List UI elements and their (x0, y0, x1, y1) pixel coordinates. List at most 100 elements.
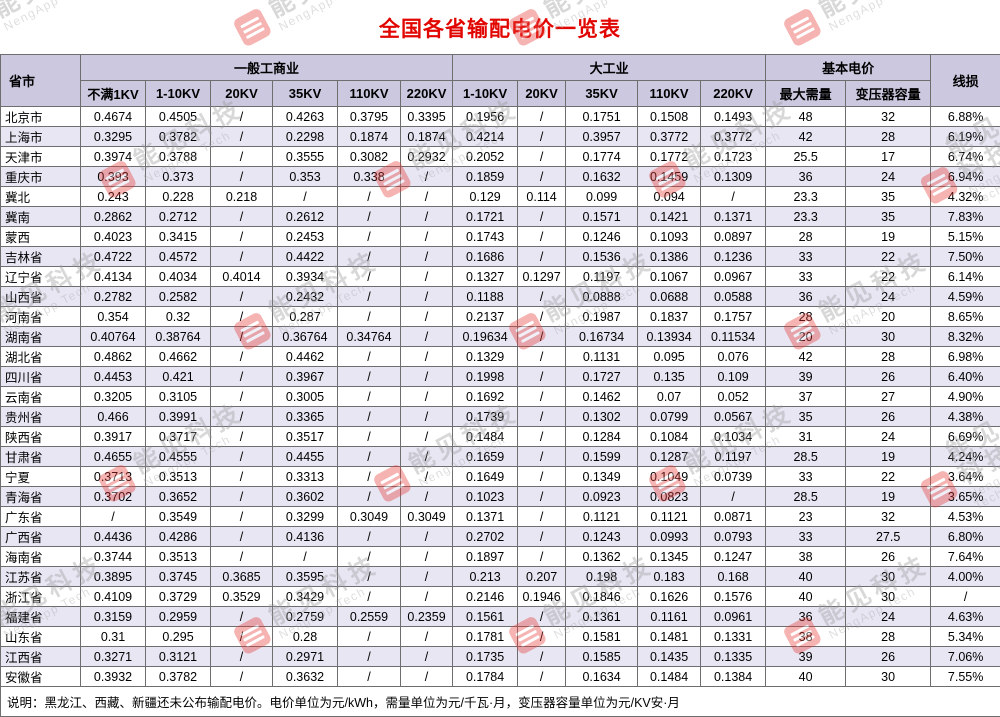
value-cell: 0.1998 (453, 367, 518, 387)
value-cell: 0.3159 (81, 607, 146, 627)
value-cell: 0.1774 (566, 147, 638, 167)
value-cell: / (518, 347, 566, 367)
value-cell: 0.3967 (273, 367, 338, 387)
value-cell: / (211, 407, 273, 427)
value-cell: / (931, 587, 1000, 607)
value-cell: 0.1243 (566, 527, 638, 547)
value-cell: 0.2862 (81, 207, 146, 227)
value-cell: 5.34% (931, 627, 1000, 647)
value-cell: 0.2612 (273, 207, 338, 227)
value-cell: 0.421 (146, 367, 211, 387)
value-cell: 0.213 (453, 567, 518, 587)
value-cell: 0.373 (146, 167, 211, 187)
value-cell: 0.0993 (638, 527, 701, 547)
value-cell: / (338, 287, 401, 307)
value-cell: 0.1956 (453, 107, 518, 127)
value-cell: 0.2453 (273, 227, 338, 247)
value-cell: 27.5 (846, 527, 931, 547)
value-cell: 0.0823 (638, 487, 701, 507)
province-cell: 山西省 (1, 287, 81, 307)
province-cell: 上海市 (1, 127, 81, 147)
value-cell: 0.095 (638, 347, 701, 367)
province-cell: 福建省 (1, 607, 81, 627)
value-cell: 0.1626 (638, 587, 701, 607)
value-cell: 0.1571 (566, 207, 638, 227)
value-cell: 0.0739 (701, 467, 766, 487)
value-cell: 22 (846, 267, 931, 287)
value-cell: 0.1561 (453, 607, 518, 627)
value-cell: / (211, 467, 273, 487)
value-cell: 19 (846, 227, 931, 247)
value-cell: 0.1634 (566, 667, 638, 687)
value-cell: 0.135 (638, 367, 701, 387)
value-cell: / (338, 487, 401, 507)
value-cell: 0.3795 (338, 107, 401, 127)
header-col-li-35kv: 35KV (566, 81, 638, 107)
value-cell: / (518, 367, 566, 387)
value-cell: 0.3555 (273, 147, 338, 167)
value-cell: 36 (766, 167, 846, 187)
value-cell: 0.1743 (453, 227, 518, 247)
value-cell: 0.1362 (566, 547, 638, 567)
value-cell: 7.64% (931, 547, 1000, 567)
value-cell: 0.32 (146, 307, 211, 327)
value-cell: / (518, 287, 566, 307)
value-cell: / (211, 527, 273, 547)
value-cell: 0.354 (81, 307, 146, 327)
value-cell: 0.1632 (566, 167, 638, 187)
value-cell: 0.2971 (273, 647, 338, 667)
province-cell: 江西省 (1, 647, 81, 667)
value-cell: / (518, 307, 566, 327)
province-cell: 青海省 (1, 487, 81, 507)
value-cell: 4.90% (931, 387, 1000, 407)
value-cell: / (518, 547, 566, 567)
value-cell: / (518, 627, 566, 647)
value-cell: / (518, 387, 566, 407)
value-cell: 19 (846, 487, 931, 507)
value-cell: 0.1581 (566, 627, 638, 647)
value-cell: 0.393 (81, 167, 146, 187)
value-cell: 0.0897 (701, 227, 766, 247)
value-cell: 0.0588 (701, 287, 766, 307)
value-cell: 28 (846, 347, 931, 367)
value-cell: / (518, 207, 566, 227)
value-cell: 0.4109 (81, 587, 146, 607)
value-cell: 0.3513 (146, 547, 211, 567)
value-cell: 0.1721 (453, 207, 518, 227)
value-cell: 26 (846, 547, 931, 567)
value-cell: / (211, 167, 273, 187)
value-cell: / (518, 167, 566, 187)
value-cell: 4.63% (931, 607, 1000, 627)
value-cell: 0.1859 (453, 167, 518, 187)
value-cell: 33 (766, 247, 846, 267)
value-cell: / (518, 607, 566, 627)
value-cell: / (211, 447, 273, 467)
value-cell: / (401, 487, 453, 507)
value-cell: / (401, 587, 453, 607)
value-cell: 0.3772 (701, 127, 766, 147)
value-cell: 0.3917 (81, 427, 146, 447)
value-cell: 0.4014 (211, 267, 273, 287)
header-sub-row: 不满1KV 1-10KV 20KV 35KV 110KV 220KV 1-10K… (1, 81, 1000, 107)
value-cell: 0.3991 (146, 407, 211, 427)
value-cell: / (338, 347, 401, 367)
value-cell: 0.11534 (701, 327, 766, 347)
value-cell: 0.2932 (401, 147, 453, 167)
header-col-li-220kv: 220KV (701, 81, 766, 107)
value-cell: / (211, 127, 273, 147)
header-col-li-1-10kv: 1-10KV (453, 81, 518, 107)
value-cell: / (401, 527, 453, 547)
value-cell: 6.80% (931, 527, 1000, 547)
value-cell: 0.1692 (453, 387, 518, 407)
value-cell: 0.3932 (81, 667, 146, 687)
value-cell: 0.1508 (638, 107, 701, 127)
value-cell: / (401, 467, 453, 487)
value-cell: 0.1188 (453, 287, 518, 307)
value-cell: 0.1757 (701, 307, 766, 327)
value-cell: 0.1874 (338, 127, 401, 147)
value-cell: 0.3271 (81, 647, 146, 667)
value-cell: 0.052 (701, 387, 766, 407)
